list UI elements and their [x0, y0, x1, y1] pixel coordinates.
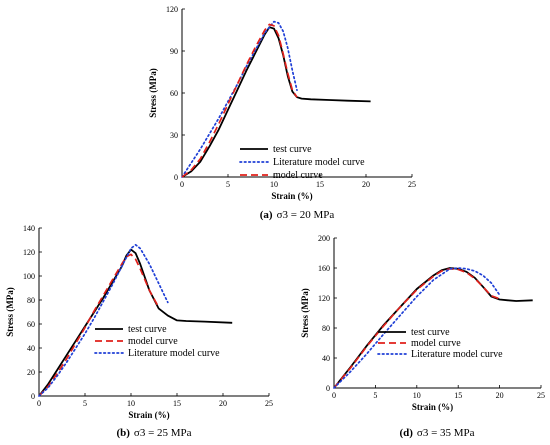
y-tick-label: 40 — [322, 354, 330, 363]
y-tick-label: 120 — [318, 294, 330, 303]
x-tick-label: 10 — [127, 399, 135, 408]
y-tick-label: 80 — [27, 296, 35, 305]
panel-caption: (a) σ3 = 20 MPa — [260, 209, 335, 221]
y-tick-label: 40 — [27, 344, 35, 353]
y-axis-label: Stress (MPa) — [148, 68, 158, 118]
caption-text: σ3 = 20 MPa — [277, 209, 335, 221]
legend-entry: Literature model curve — [411, 349, 503, 360]
x-tick-label: 20 — [496, 391, 504, 400]
series-line-model-curve — [333, 267, 500, 389]
x-tick-label: 15 — [454, 391, 462, 400]
x-tick-label: 5 — [226, 180, 230, 189]
y-tick-label: 200 — [318, 234, 330, 243]
series-line-test-curve — [181, 26, 371, 178]
x-tick-label: 10 — [270, 180, 278, 189]
x-tick-label: 20 — [362, 180, 370, 189]
x-tick-label: 10 — [413, 391, 421, 400]
y-tick-label: 120 — [166, 5, 178, 14]
x-tick-label: 15 — [316, 180, 324, 189]
x-tick-label: 0 — [37, 399, 41, 408]
series-line-model-curve — [38, 253, 160, 397]
panel-caption: (b) σ3 = 25 MPa — [116, 427, 191, 439]
y-axis-label: Stress (MPa) — [300, 288, 310, 338]
y-tick-label: 0 — [326, 384, 330, 393]
series-line-literature-model-curve — [333, 267, 501, 389]
legend-entry: model curve — [273, 170, 323, 181]
x-tick-label: 5 — [373, 391, 377, 400]
chart-panel-2: 0 5 10 15 20 25 0 20 40 60 80 100 120 140 Strain (%) St… — [5, 224, 273, 439]
x-tick-label: 25 — [537, 391, 545, 400]
y-tick-label: 160 — [318, 264, 330, 273]
y-tick-label: 100 — [23, 272, 35, 281]
series-line-test-curve — [38, 248, 233, 397]
caption-text: σ3 = 35 MPa — [417, 427, 475, 439]
y-tick-label: 30 — [170, 131, 178, 140]
x-axis-label: Strain (%) — [128, 410, 169, 420]
legend-entry: model curve — [411, 338, 461, 349]
legend-entry: test curve — [128, 324, 167, 335]
chart-panel-3: 0 5 10 15 20 25 0 40 80 120 160 200 Strain (%) Stress… — [300, 234, 545, 439]
series-line-model-curve — [181, 23, 298, 178]
series-line-literature-model-curve — [38, 243, 169, 397]
caption-letter: (a) — [260, 209, 273, 221]
legend-entry: Literature model curve — [128, 348, 220, 359]
x-axis-label: Strain (%) — [412, 402, 453, 412]
series-line-literature-model-curve — [181, 20, 298, 178]
x-tick-label: 5 — [83, 399, 87, 408]
y-tick-label: 60 — [170, 89, 178, 98]
x-axis-label: Strain (%) — [271, 191, 312, 201]
y-tick-label: 0 — [174, 173, 178, 182]
x-tick-label: 0 — [180, 180, 184, 189]
legend-entry: Literature model curve — [273, 157, 365, 168]
caption-letter: (d) — [399, 427, 413, 439]
caption-letter: (b) — [116, 427, 130, 439]
chart-panel-1: 0 5 10 15 20 25 0 30 60 90 120 Strain (%) Stress (MP… — [148, 5, 416, 221]
x-tick-label: 25 — [265, 399, 273, 408]
x-tick-label: 15 — [173, 399, 181, 408]
y-axis-label: Stress (MPa) — [5, 287, 15, 337]
y-tick-label: 80 — [322, 324, 330, 333]
x-tick-label: 25 — [408, 180, 416, 189]
y-tick-label: 20 — [27, 368, 35, 377]
caption-text: σ3 = 25 MPa — [134, 427, 192, 439]
legend-entry: test curve — [411, 327, 450, 338]
y-tick-label: 140 — [23, 224, 35, 233]
y-tick-label: 60 — [27, 320, 35, 329]
panel-caption: (d) σ3 = 35 MPa — [399, 427, 474, 439]
legend-entry: model curve — [128, 336, 178, 347]
y-tick-label: 90 — [170, 47, 178, 56]
y-tick-label: 0 — [31, 392, 35, 401]
y-tick-label: 120 — [23, 248, 35, 257]
legend: test curve Literature model curve model cu… — [239, 144, 365, 181]
x-tick-label: 20 — [219, 399, 227, 408]
x-tick-label: 0 — [332, 391, 336, 400]
legend-entry: test curve — [273, 144, 312, 155]
